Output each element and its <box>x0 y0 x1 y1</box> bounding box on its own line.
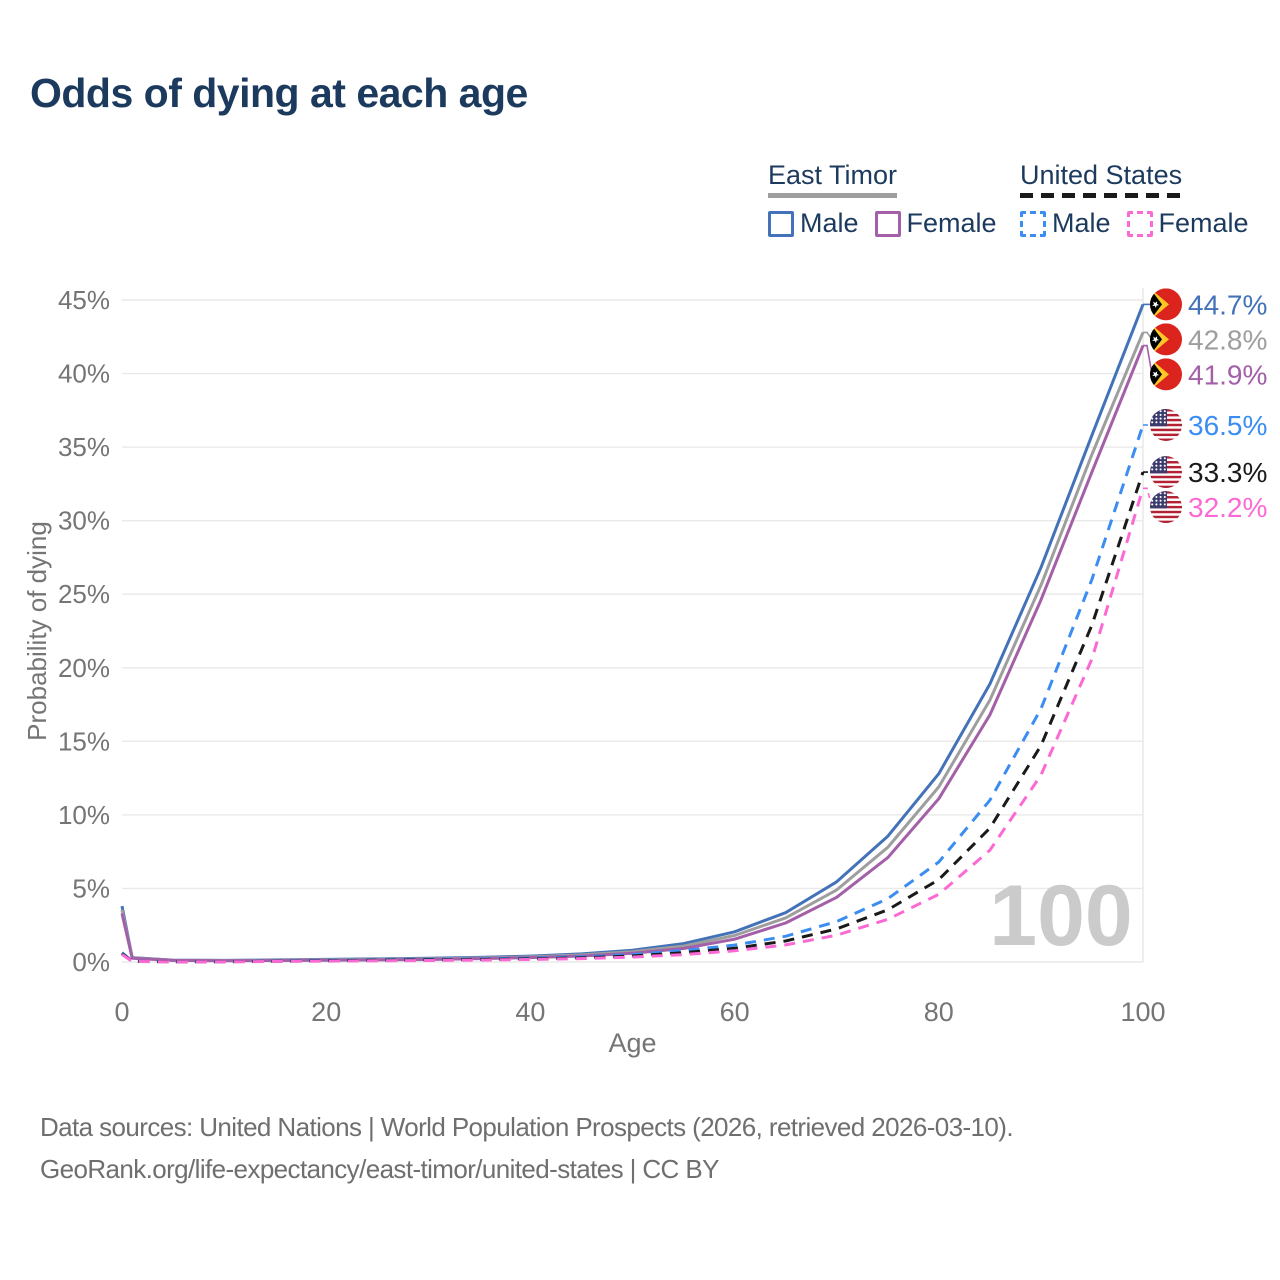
series-line-united-states-female[interactable] <box>121 487 1145 964</box>
end-label-united-states-female: 32.2% <box>1188 492 1267 523</box>
end-label-united-states-both-sexes: 33.3% <box>1188 457 1267 488</box>
flag-icon-united-states-both-sexes <box>1150 456 1182 488</box>
footer-attribution: GeoRank.org/life-expectancy/east-timor/u… <box>40 1154 719 1184</box>
y-tick-0: 0% <box>72 947 110 977</box>
y-tick-35: 35% <box>58 432 110 462</box>
legend-item-united-states-male[interactable]: Male <box>1020 208 1111 239</box>
legend-title-united-states: United States <box>1020 160 1183 190</box>
legend-group-united-states: United States Male Female <box>1020 160 1265 239</box>
flag-icon-united-states-female <box>1150 491 1182 523</box>
flag-icon-east-timor-male <box>1150 288 1182 320</box>
y-tick-10: 10% <box>58 800 110 830</box>
x-tick-80: 80 <box>924 997 954 1027</box>
x-tick-100: 100 <box>1120 997 1165 1027</box>
checkbox-east-timor-female[interactable] <box>874 210 901 237</box>
x-axis-title: Age <box>608 1028 656 1058</box>
end-label-east-timor-both-sexes: 42.8% <box>1188 324 1267 355</box>
y-tick-20: 20% <box>58 653 110 683</box>
line-chart: 0% 5% 10% 15% 20% 25% 30% 35% 40% 45% 0 20 40 60 80 100… <box>22 285 1267 1058</box>
x-tick-40: 40 <box>515 997 545 1027</box>
end-label-united-states-male: 36.5% <box>1188 410 1267 441</box>
x-tick-20: 20 <box>311 997 341 1027</box>
flag-icon-united-states-male <box>1150 409 1182 441</box>
legend-label-united-states-male: Male <box>1052 208 1111 238</box>
flag-icon-east-timor-female <box>1150 358 1182 390</box>
x-tick-0: 0 <box>114 997 129 1027</box>
label-connector-united-states-female <box>1143 487 1156 508</box>
end-label-east-timor-male: 44.7% <box>1188 289 1267 320</box>
end-label-east-timor-female: 41.9% <box>1188 359 1267 390</box>
series-line-united-states-male[interactable] <box>121 424 1145 964</box>
series-line-east-timor-male[interactable] <box>120 303 1145 962</box>
x-tick-60: 60 <box>720 997 750 1027</box>
series-line-east-timor-female[interactable] <box>120 345 1145 963</box>
legend-item-united-states-female[interactable]: Female <box>1126 208 1249 239</box>
legend-group-east-timor: East Timor Male Female <box>768 160 1013 239</box>
page-title: Odds of dying at each age <box>30 70 528 116</box>
legend-item-east-timor-female[interactable]: Female <box>874 208 997 239</box>
age-watermark: 100 <box>989 868 1133 964</box>
checkbox-united-states-male[interactable] <box>1020 210 1046 237</box>
legend-item-east-timor-male[interactable]: Male <box>768 208 859 239</box>
legend-title-east-timor: East Timor <box>768 160 898 190</box>
y-tick-45: 45% <box>58 285 110 315</box>
footer-data-sources: Data sources: United Nations | World Pop… <box>40 1112 1014 1142</box>
y-tick-25: 25% <box>58 579 110 609</box>
y-axis-title: Probability of dying <box>22 521 52 741</box>
legend: East Timor Male Female United States <box>0 160 1280 250</box>
legend-underline-united-states <box>1020 193 1183 198</box>
y-tick-5: 5% <box>72 873 110 903</box>
legend-label-united-states-female: Female <box>1158 208 1249 238</box>
footer: Data sources: United Nations | World Pop… <box>40 1106 1014 1190</box>
series-line-east-timor-both-sexes[interactable] <box>120 331 1145 962</box>
y-tick-30: 30% <box>58 506 110 536</box>
flag-icon-east-timor-both-sexes <box>1150 323 1182 355</box>
legend-label-east-timor-male: Male <box>800 208 859 238</box>
legend-underline-east-timor <box>768 193 898 198</box>
y-tick-40: 40% <box>58 359 110 389</box>
checkbox-east-timor-male[interactable] <box>768 210 794 237</box>
y-tick-15: 15% <box>58 726 110 756</box>
checkbox-united-states-female[interactable] <box>1126 210 1153 237</box>
legend-label-east-timor-female: Female <box>906 208 997 238</box>
